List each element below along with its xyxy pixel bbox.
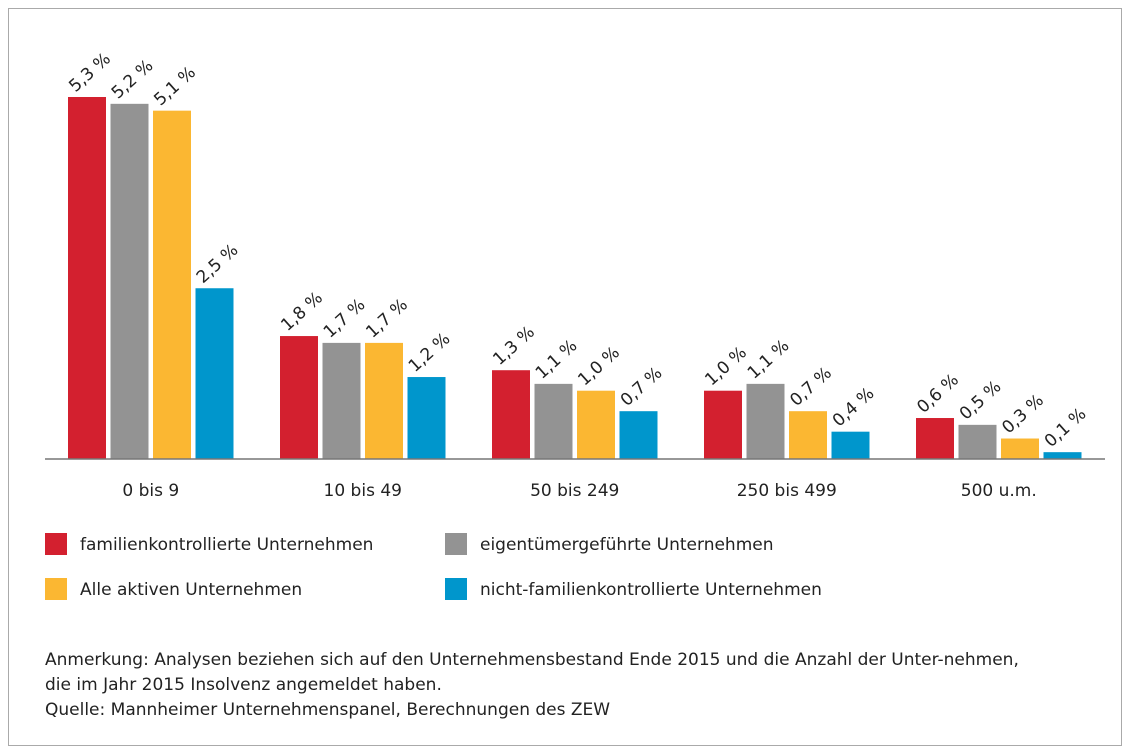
value-label: 2,5 % [193, 240, 242, 287]
bar [577, 390, 615, 459]
note: Anmerkung: Analysen beziehen sich auf de… [45, 650, 1019, 670]
legend-label: nicht-familienkontrollierte Unternehmen [480, 580, 822, 600]
bar [68, 97, 106, 459]
value-label: 1,2 % [405, 329, 454, 376]
bar [958, 424, 997, 459]
x-tick-label: 50 bis 249 [530, 481, 619, 501]
bar [322, 342, 361, 459]
value-label: 0,7 % [617, 363, 666, 410]
bar [153, 110, 191, 460]
bar [280, 336, 318, 459]
bar [492, 370, 530, 459]
bar [110, 103, 149, 459]
bar [746, 383, 785, 459]
value-label: 0,4 % [829, 384, 878, 431]
value-label: 1,3 % [489, 322, 538, 369]
bar [534, 383, 573, 459]
x-tick-label: 0 bis 9 [122, 481, 179, 501]
x-tick-label: 500 u.m. [961, 481, 1037, 501]
bar [195, 288, 234, 459]
note: die im Jahr 2015 Insolvenz angemeldet ha… [45, 675, 442, 695]
bar [1043, 452, 1082, 459]
value-label: 1,1 % [744, 336, 793, 383]
x-tick-label: 10 bis 49 [324, 481, 402, 501]
value-label: 1,7 % [320, 295, 369, 342]
legend-swatch [445, 533, 467, 555]
bar [365, 342, 403, 459]
legend-swatch [45, 578, 67, 600]
value-label: 1,7 % [362, 295, 411, 342]
value-label: 0,1 % [1041, 404, 1090, 451]
bar [407, 377, 446, 459]
legend-label: familienkontrollierte Unternehmen [80, 535, 373, 555]
value-label: 0,5 % [956, 377, 1005, 424]
value-label: 5,1 % [150, 63, 199, 110]
legend-label: eigentümergeführte Unternehmen [480, 535, 774, 555]
bar [1001, 438, 1039, 459]
note: Quelle: Mannheimer Unternehmenspanel, Be… [45, 700, 610, 720]
legend-label: Alle aktiven Unternehmen [80, 580, 302, 600]
bar [831, 431, 870, 459]
bar [704, 390, 742, 459]
value-label: 0,7 % [786, 363, 835, 410]
bar [916, 418, 954, 459]
bar [789, 411, 827, 459]
legend-swatch [445, 578, 467, 600]
value-label: 0,3 % [998, 391, 1047, 438]
value-label: 1,0 % [701, 343, 750, 390]
value-label: 1,0 % [574, 343, 623, 390]
bar [619, 411, 658, 459]
x-tick-label: 250 bis 499 [737, 481, 837, 501]
frame [8, 8, 1122, 746]
legend-swatch [45, 533, 67, 555]
